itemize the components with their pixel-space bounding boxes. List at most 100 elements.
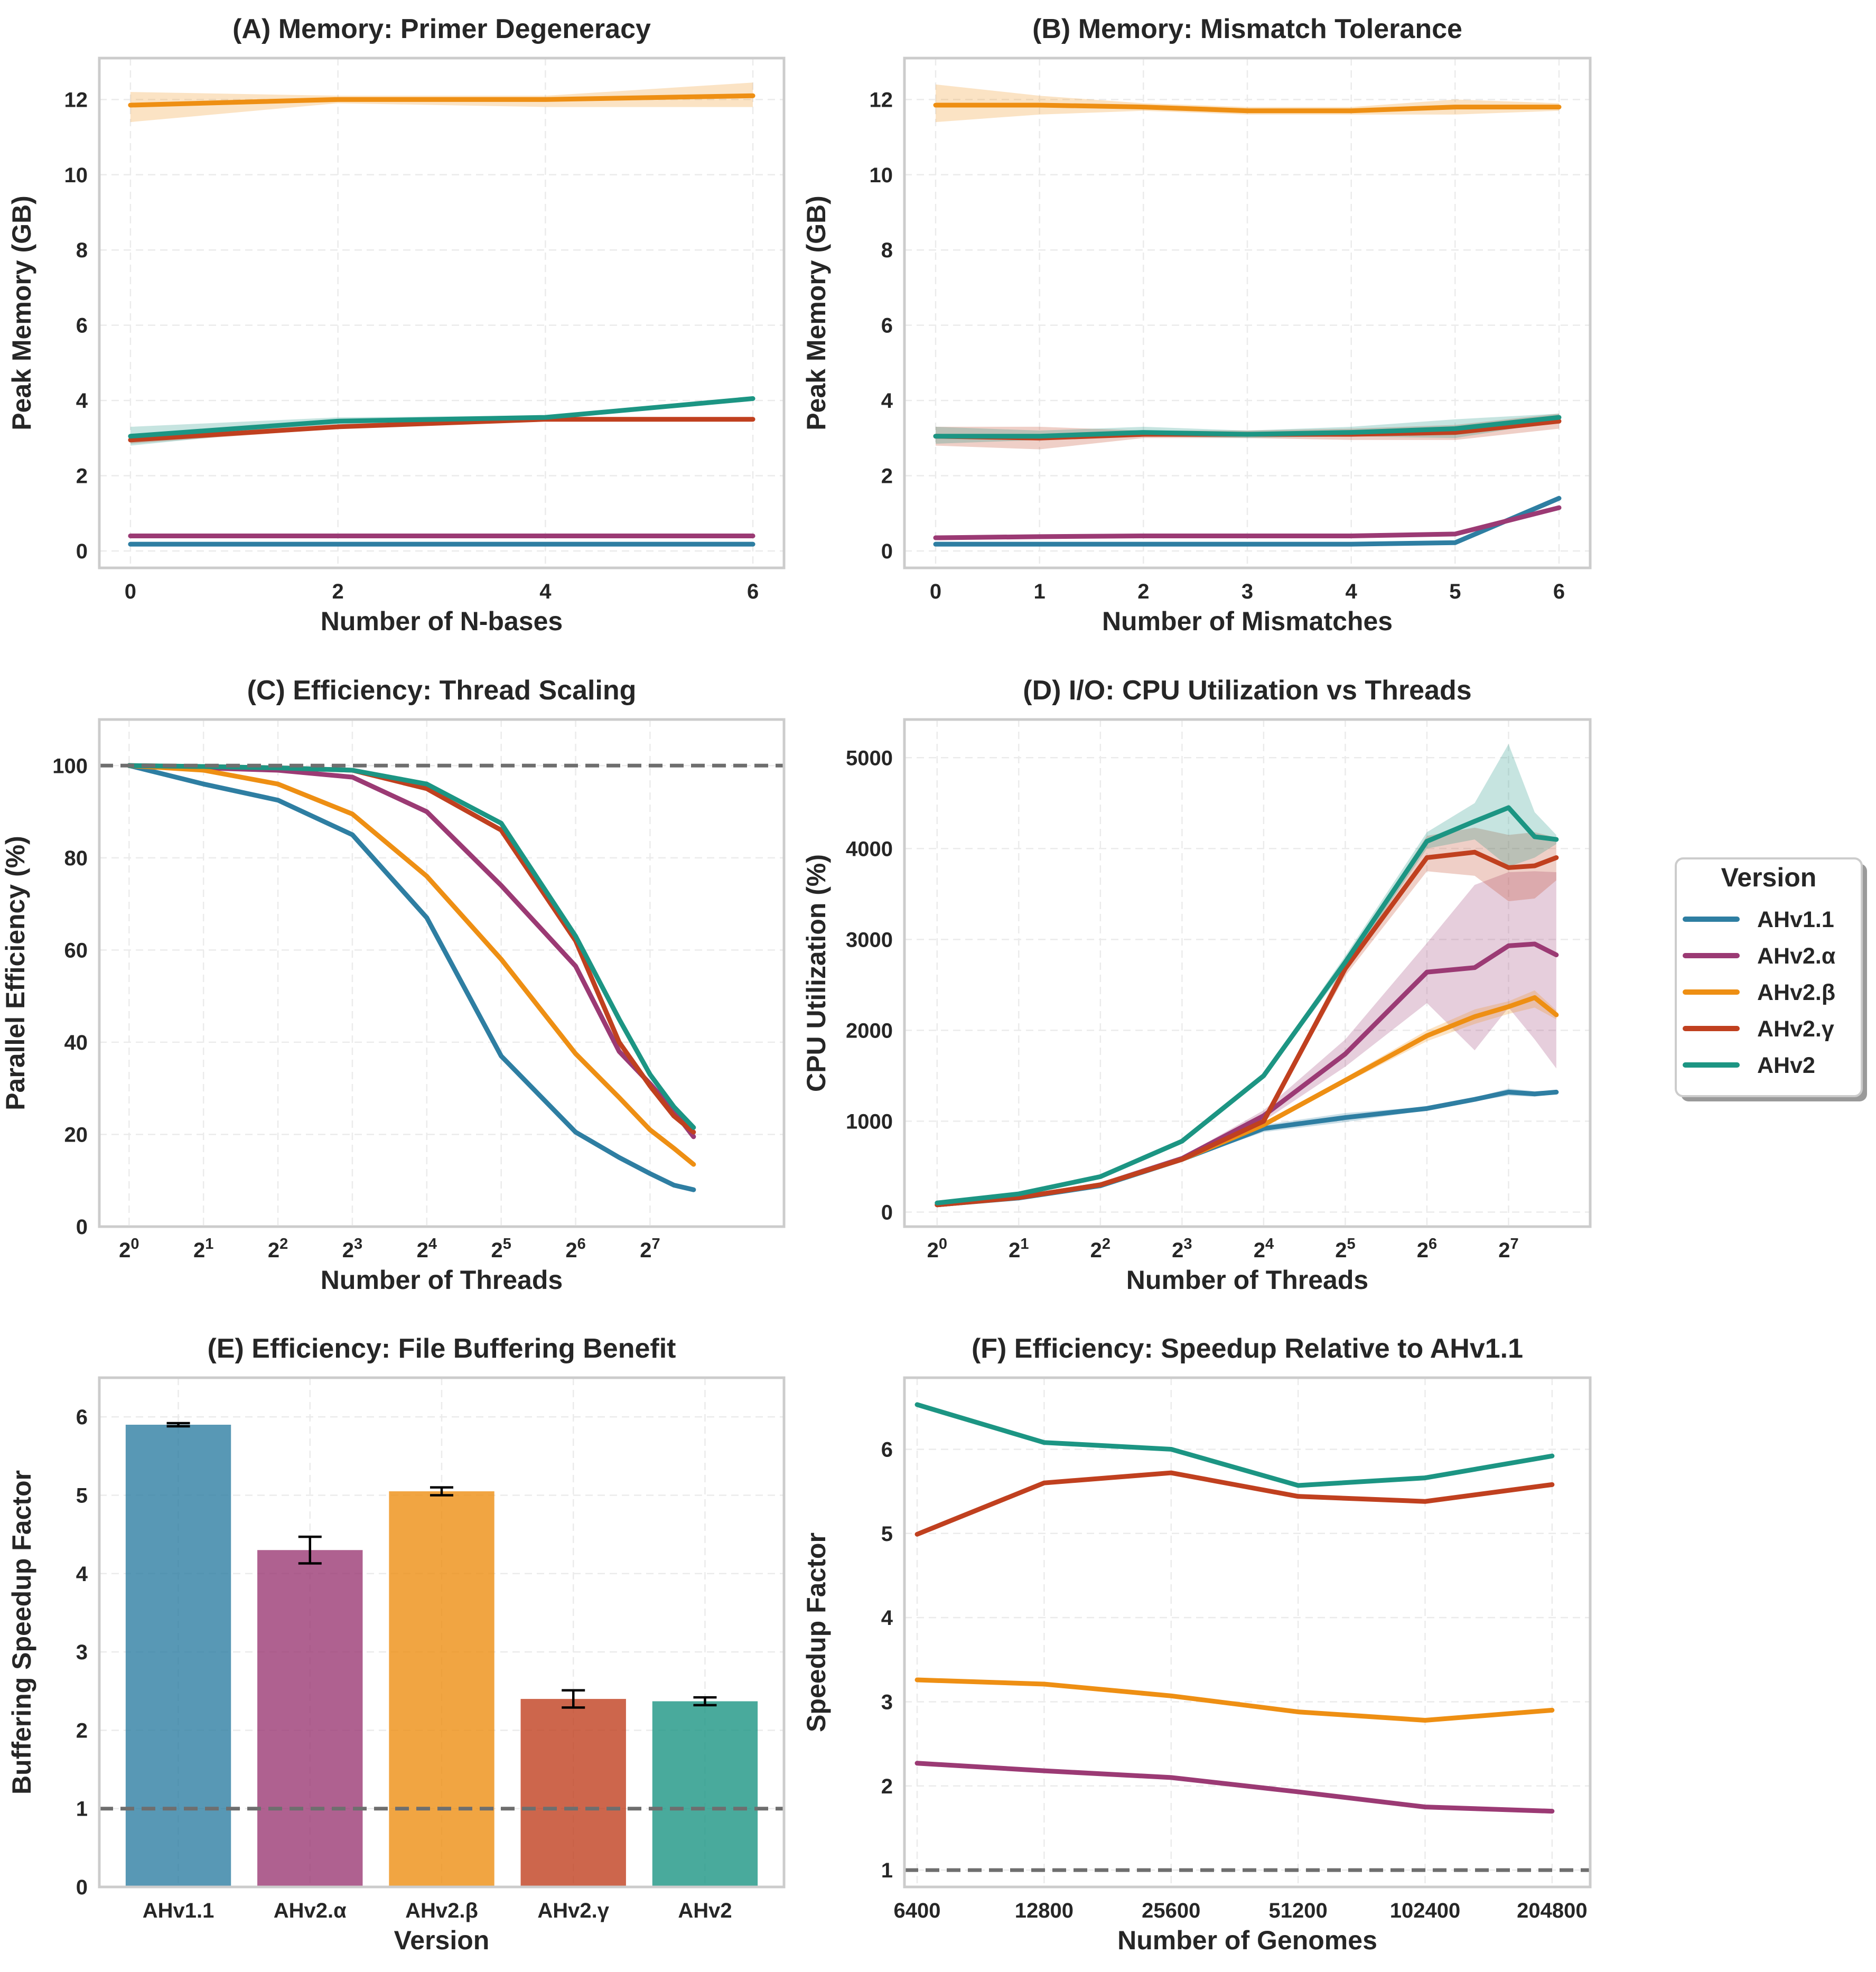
x-tick-label: 24	[1254, 1236, 1274, 1262]
x-tick-label: 6	[747, 580, 759, 603]
y-tick-label: 8	[881, 239, 893, 262]
panel-title: (B) Memory: Mismatch Tolerance	[1032, 14, 1462, 44]
y-axis-label: CPU Utilization (%)	[801, 854, 831, 1092]
x-tick-label: 26	[565, 1236, 585, 1262]
series-line-ahv2	[128, 93, 755, 108]
y-tick-label: 6	[76, 1406, 88, 1429]
y-axis-label: Parallel Efficiency (%)	[1, 836, 30, 1110]
y-tick-label: 4	[881, 1606, 893, 1630]
y-axis-label: Buffering Speedup Factor	[7, 1470, 36, 1795]
x-tick-label: 20	[119, 1236, 139, 1262]
series-line-ahv2	[914, 1677, 1555, 1723]
y-tick-label: 12	[870, 88, 893, 111]
panel-d-cpu-utilization: (D) I/O: CPU Utilization vs Threads 0 1000…	[801, 675, 1592, 1295]
y-tick-label: 4	[881, 389, 893, 413]
series-line-ahv1-1	[933, 496, 1562, 547]
x-tick-label: AHv2.β	[405, 1899, 478, 1922]
panel-c-thread-scaling: (C) Efficiency: Thread Scaling 0 20 40 60 80 1…	[1, 675, 786, 1295]
y-tick-label: 1000	[846, 1110, 893, 1133]
y-tick-label: 0	[76, 1216, 88, 1239]
y-tick-label: 4	[76, 389, 88, 413]
y-axis-label: Peak Memory (GB)	[7, 195, 36, 431]
series-line-ahv2	[933, 415, 1562, 439]
x-tick-label: 24	[417, 1236, 437, 1262]
plot-frame	[98, 718, 786, 1228]
panel-title: (C) Efficiency: Thread Scaling	[247, 675, 637, 706]
x-tick-label: 22	[268, 1236, 288, 1262]
panel-b-memory-mismatch-tolerance: (B) Memory: Mismatch Tolerance0246810120…	[801, 14, 1592, 636]
x-tick-label: 0	[125, 580, 136, 603]
x-tick-label: 2	[332, 580, 344, 603]
x-tick-label: 204800	[1517, 1899, 1587, 1922]
series-line-ahv2	[933, 102, 1562, 114]
x-tick-label: 4	[539, 580, 552, 603]
panel-e-file-buffering: (E) Efficiency: File Buffering Benefit 0 1…	[7, 1333, 786, 1955]
y-tick-label: 1	[76, 1798, 88, 1821]
y-tick-label: 0	[76, 1876, 88, 1899]
plot-frame	[903, 1376, 1592, 1889]
band-ahv2	[936, 84, 1559, 123]
x-tick-label: 22	[1090, 1236, 1110, 1262]
plot-frame	[903, 57, 1592, 569]
legend-label-ahv2: AHv2.α	[1757, 943, 1835, 969]
x-tick-label: 25	[1335, 1236, 1355, 1262]
panel-f-speedup: (F) Efficiency: Speedup Relative to AHv1…	[801, 1333, 1592, 1955]
bar-ahv2	[389, 1491, 494, 1887]
series-line-ahv2	[126, 763, 696, 1167]
y-tick-label: 5000	[846, 746, 893, 770]
y-tick-label: 0	[76, 540, 88, 563]
bar-ahv2	[257, 1550, 363, 1887]
panel-a-memory-primer-degeneracy: (A) Memory: Primer Degeneracy 0 2 4 6 8 10 12 0 2…	[7, 14, 786, 636]
y-tick-label: 2	[76, 465, 88, 488]
legend: Version AHv1.1 AHv2.α AHv2.β AHv2.γ AHv2	[1675, 857, 1867, 1101]
y-tick-label: 10	[870, 164, 893, 187]
x-axis-label: Number of Threads	[321, 1265, 563, 1295]
x-tick-label: 6400	[894, 1899, 941, 1922]
x-axis-label: Number of Mismatches	[1102, 606, 1393, 636]
x-tick-label: 25	[491, 1236, 511, 1262]
y-tick-label: 5	[76, 1484, 88, 1507]
y-tick-label: 2	[76, 1719, 88, 1742]
y-tick-label: 40	[64, 1031, 88, 1054]
band-ahv2	[937, 871, 1556, 1205]
series-line-ahv1-1	[126, 763, 696, 1192]
legend-label-ahv2: AHv2	[1757, 1053, 1815, 1078]
y-tick-label: 5	[881, 1522, 893, 1546]
band-ahv2	[937, 744, 1556, 1204]
y-tick-label: 6	[76, 314, 88, 338]
y-tick-label: 20	[64, 1123, 88, 1146]
plot-area	[914, 1402, 1555, 1814]
series-line-ahv2	[128, 396, 755, 439]
legend-items: AHv1.1 AHv2.α AHv2.β AHv2.γ AHv2	[1683, 907, 1835, 1078]
x-tick-label: 5	[1449, 580, 1461, 603]
x-tick-label: AHv2.γ	[537, 1899, 609, 1922]
x-tick-label: 23	[1172, 1236, 1192, 1262]
y-tick-label: 60	[64, 939, 88, 962]
plot-area	[935, 744, 1559, 1208]
y-tick-label: 1	[881, 1859, 893, 1882]
plot-frame	[98, 57, 786, 569]
panel-title: (E) Efficiency: File Buffering Benefit	[208, 1333, 676, 1364]
x-tick-label: AHv2.α	[274, 1899, 347, 1922]
y-tick-label: 12	[64, 88, 88, 111]
x-tick-label: 26	[1417, 1236, 1437, 1262]
x-axis-label: Version	[394, 1926, 490, 1955]
x-tick-label: AHv1.1	[143, 1899, 214, 1922]
x-tick-label: 102400	[1390, 1899, 1460, 1922]
x-tick-label: 21	[1009, 1236, 1029, 1262]
x-tick-label: 20	[927, 1236, 947, 1262]
series-line-ahv2	[914, 1402, 1555, 1488]
y-axis-label: Speedup Factor	[801, 1532, 831, 1732]
bar-ahv2	[652, 1701, 758, 1887]
x-tick-label: 51200	[1269, 1899, 1328, 1922]
y-tick-label: 8	[76, 239, 88, 262]
y-tick-label: 6	[881, 314, 893, 338]
x-axis-label: Number of Threads	[1126, 1265, 1368, 1295]
y-tick-label: 4	[76, 1563, 88, 1586]
x-tick-label: 3	[1242, 580, 1253, 603]
x-tick-label: 2	[1137, 580, 1149, 603]
series-line-ahv2	[914, 1761, 1555, 1814]
x-tick-label: 0	[930, 580, 941, 603]
x-tick-label: 12800	[1015, 1899, 1074, 1922]
